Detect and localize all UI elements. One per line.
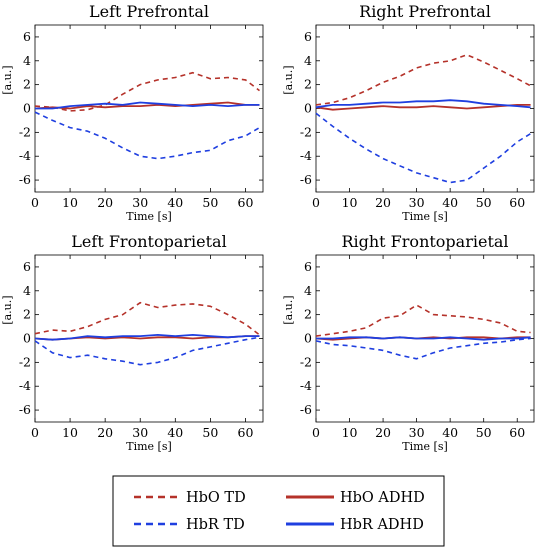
x-tick-label: 50 [202,425,218,440]
series-line-hbo-td [34,71,260,112]
x-tick-label: 30 [132,195,148,210]
y-tick-label: -2 [300,124,312,139]
x-tick-label: 0 [312,195,320,210]
y-axis-label: [a.u.] [282,66,295,95]
x-tick-label: 0 [312,425,320,440]
y-tick-label: 4 [304,283,312,298]
x-tick-label: 10 [342,425,358,440]
x-tick-label: 50 [202,195,218,210]
y-tick-label: 2 [304,77,312,92]
x-tick-label: 40 [167,195,183,210]
x-tick-label: 10 [62,425,78,440]
y-axis-label: [a.u.] [282,296,295,325]
legend: HbO TD HbO ADHD HbR TD HbR ADHD [112,475,445,547]
series-line-hbr-td [34,336,260,366]
x-tick-label: 60 [509,425,525,440]
y-tick-label: -4 [300,378,312,393]
x-axis-label: Time [s] [126,440,172,453]
x-tick-label: 40 [167,425,183,440]
series-line-hbr-td [315,337,531,360]
series-line-hbo-td [34,301,260,336]
x-axis-label: Time [s] [402,440,448,453]
y-tick-label: 6 [304,259,312,274]
x-tick-label: 20 [97,425,113,440]
y-tick-label: -6 [300,172,312,187]
x-tick-label: 20 [375,195,391,210]
y-tick-label: 0 [304,331,312,346]
x-tick-label: 20 [375,425,391,440]
chart-title: Right Prefrontal [359,2,491,21]
x-tick-label: 50 [476,425,492,440]
chart-title: Left Frontoparietal [71,232,226,251]
series-line-hbo-adhd [34,101,260,110]
x-tick-label: 30 [409,425,425,440]
y-tick-label: -2 [19,124,31,139]
x-tick-label: 40 [442,195,458,210]
series-line-hbr-td [315,112,532,184]
series-line-hbr-adhd [34,333,260,341]
x-tick-label: 30 [132,425,148,440]
x-axis-label: Time [s] [402,210,448,223]
x-tick-label: 30 [409,195,425,210]
y-tick-label: 6 [23,259,31,274]
series-line-hbr-adhd [316,336,531,341]
legend-label-hbo-td: HbO TD [186,490,246,506]
x-tick-label: 10 [342,195,358,210]
series-line-hbr-adhd [315,99,531,109]
y-tick-label: -4 [19,378,31,393]
x-tick-label: 0 [31,425,39,440]
y-tick-label: 0 [23,101,31,116]
y-tick-label: -6 [300,402,312,417]
y-tick-label: 0 [304,101,312,116]
y-tick-label: -6 [19,402,31,417]
y-tick-label: -2 [19,354,31,369]
x-tick-label: 50 [476,195,492,210]
y-tick-label: 6 [304,29,312,44]
x-tick-label: 40 [442,425,458,440]
x-tick-label: 10 [62,195,78,210]
chart-title: Left Prefrontal [89,2,209,21]
y-axis-label: [a.u.] [1,66,14,95]
legend-box [112,475,445,547]
y-tick-label: 2 [304,307,312,322]
x-axis-label: Time [s] [126,210,172,223]
y-axis-label: [a.u.] [1,296,14,325]
y-tick-label: -4 [19,148,31,163]
y-tick-label: -2 [300,354,312,369]
series-line-hbo-td [315,304,531,337]
series-line-hbr-td [34,111,260,160]
legend-label-hbo-adhd: HbO ADHD [340,490,425,506]
y-tick-label: -4 [300,148,312,163]
x-tick-label: 0 [31,195,39,210]
y-tick-label: 4 [304,53,312,68]
series-line-hbr-adhd [35,101,260,110]
x-tick-label: 60 [509,195,525,210]
y-tick-label: 0 [23,331,31,346]
series-line-hbo-td [315,53,531,106]
chart-title: Right Frontoparietal [341,232,508,251]
x-tick-label: 60 [238,195,254,210]
y-tick-label: 2 [23,307,31,322]
y-tick-label: -6 [19,172,31,187]
x-tick-label: 60 [238,425,254,440]
y-tick-label: 2 [23,77,31,92]
x-tick-label: 20 [97,195,113,210]
legend-label-hbr-adhd: HbR ADHD [340,517,424,533]
series-line-hbo-adhd [315,104,531,111]
legend-label-hbr-td: HbR TD [186,517,245,533]
y-tick-label: 4 [23,53,31,68]
y-tick-label: 6 [23,29,31,44]
y-tick-label: 4 [23,283,31,298]
